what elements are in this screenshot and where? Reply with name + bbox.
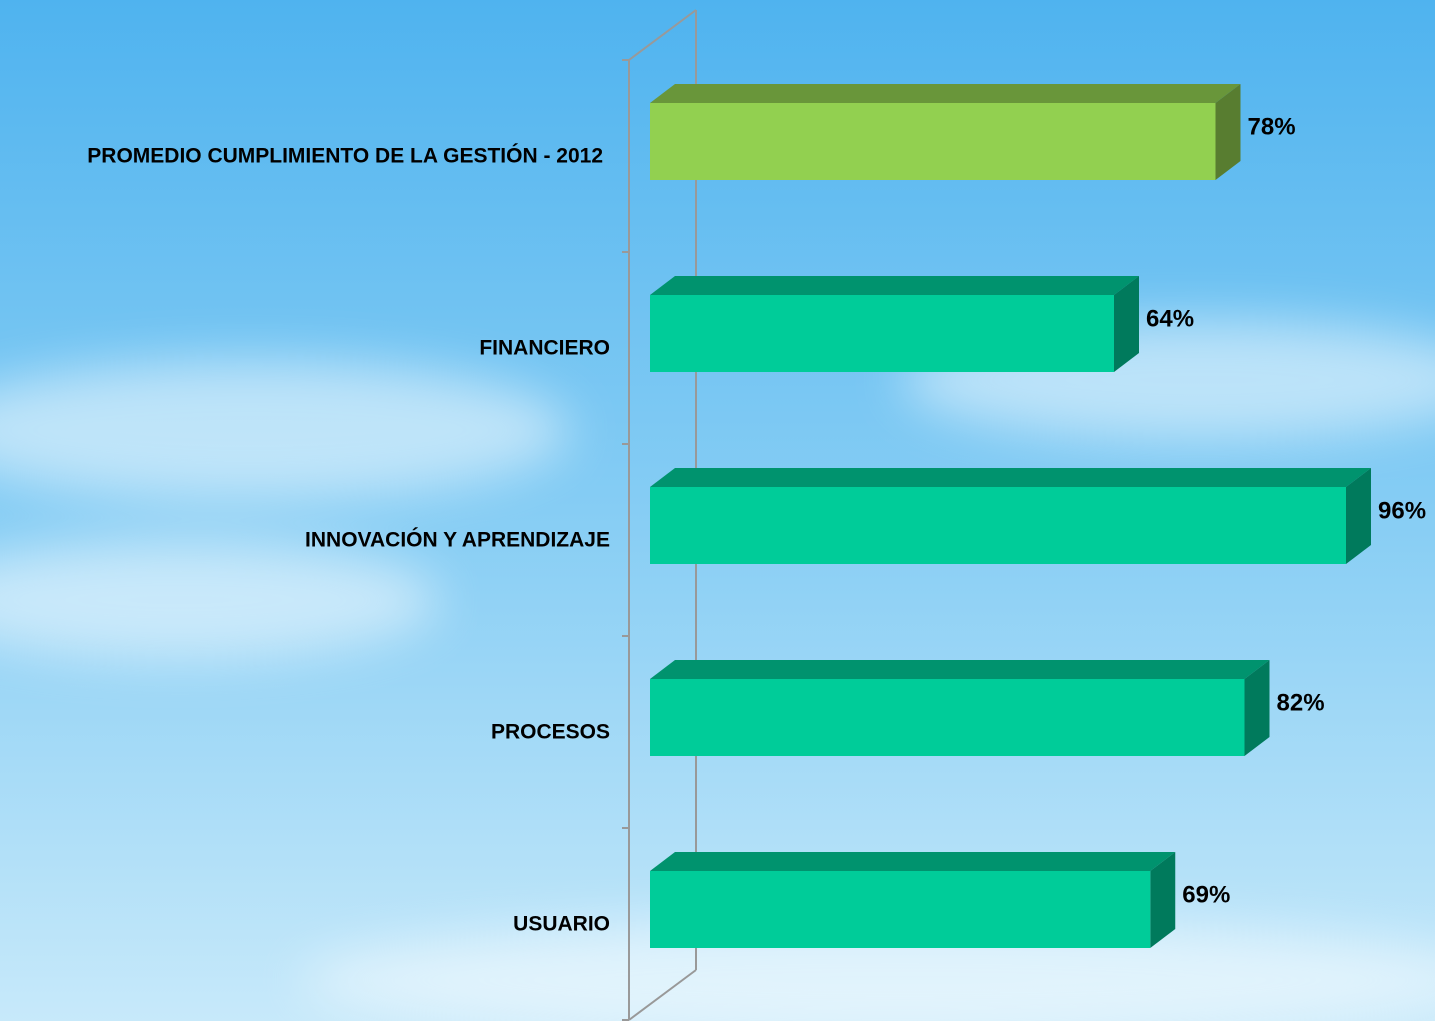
category-label: FINANCIERO	[479, 337, 610, 360]
value-label: 78%	[1248, 113, 1296, 140]
bar-top	[650, 276, 1139, 295]
bar	[650, 103, 1216, 180]
bar-side	[1114, 276, 1139, 372]
category-label: INNOVACIÓN Y APRENDIZAJE	[305, 528, 610, 552]
category-label: USUARIO	[513, 913, 610, 936]
bar	[650, 487, 1346, 564]
bar-top	[650, 84, 1241, 103]
bar-side	[1150, 852, 1176, 948]
bar-top	[650, 660, 1270, 679]
bar-side	[1244, 660, 1270, 756]
bar-side	[1215, 84, 1241, 180]
category-label: PROMEDIO CUMPLIMIENTO DE LA GESTIÓN - 20…	[87, 144, 603, 168]
value-label: 69%	[1182, 881, 1230, 908]
bar	[650, 679, 1245, 756]
category-label: PROCESOS	[491, 721, 610, 744]
bar-side	[1346, 468, 1371, 564]
bar-top	[650, 852, 1176, 871]
value-label: 64%	[1146, 305, 1194, 332]
bar	[650, 871, 1151, 948]
bar-top	[650, 468, 1371, 487]
bar	[650, 295, 1114, 372]
value-label: 96%	[1378, 497, 1426, 524]
value-label: 82%	[1277, 689, 1325, 716]
